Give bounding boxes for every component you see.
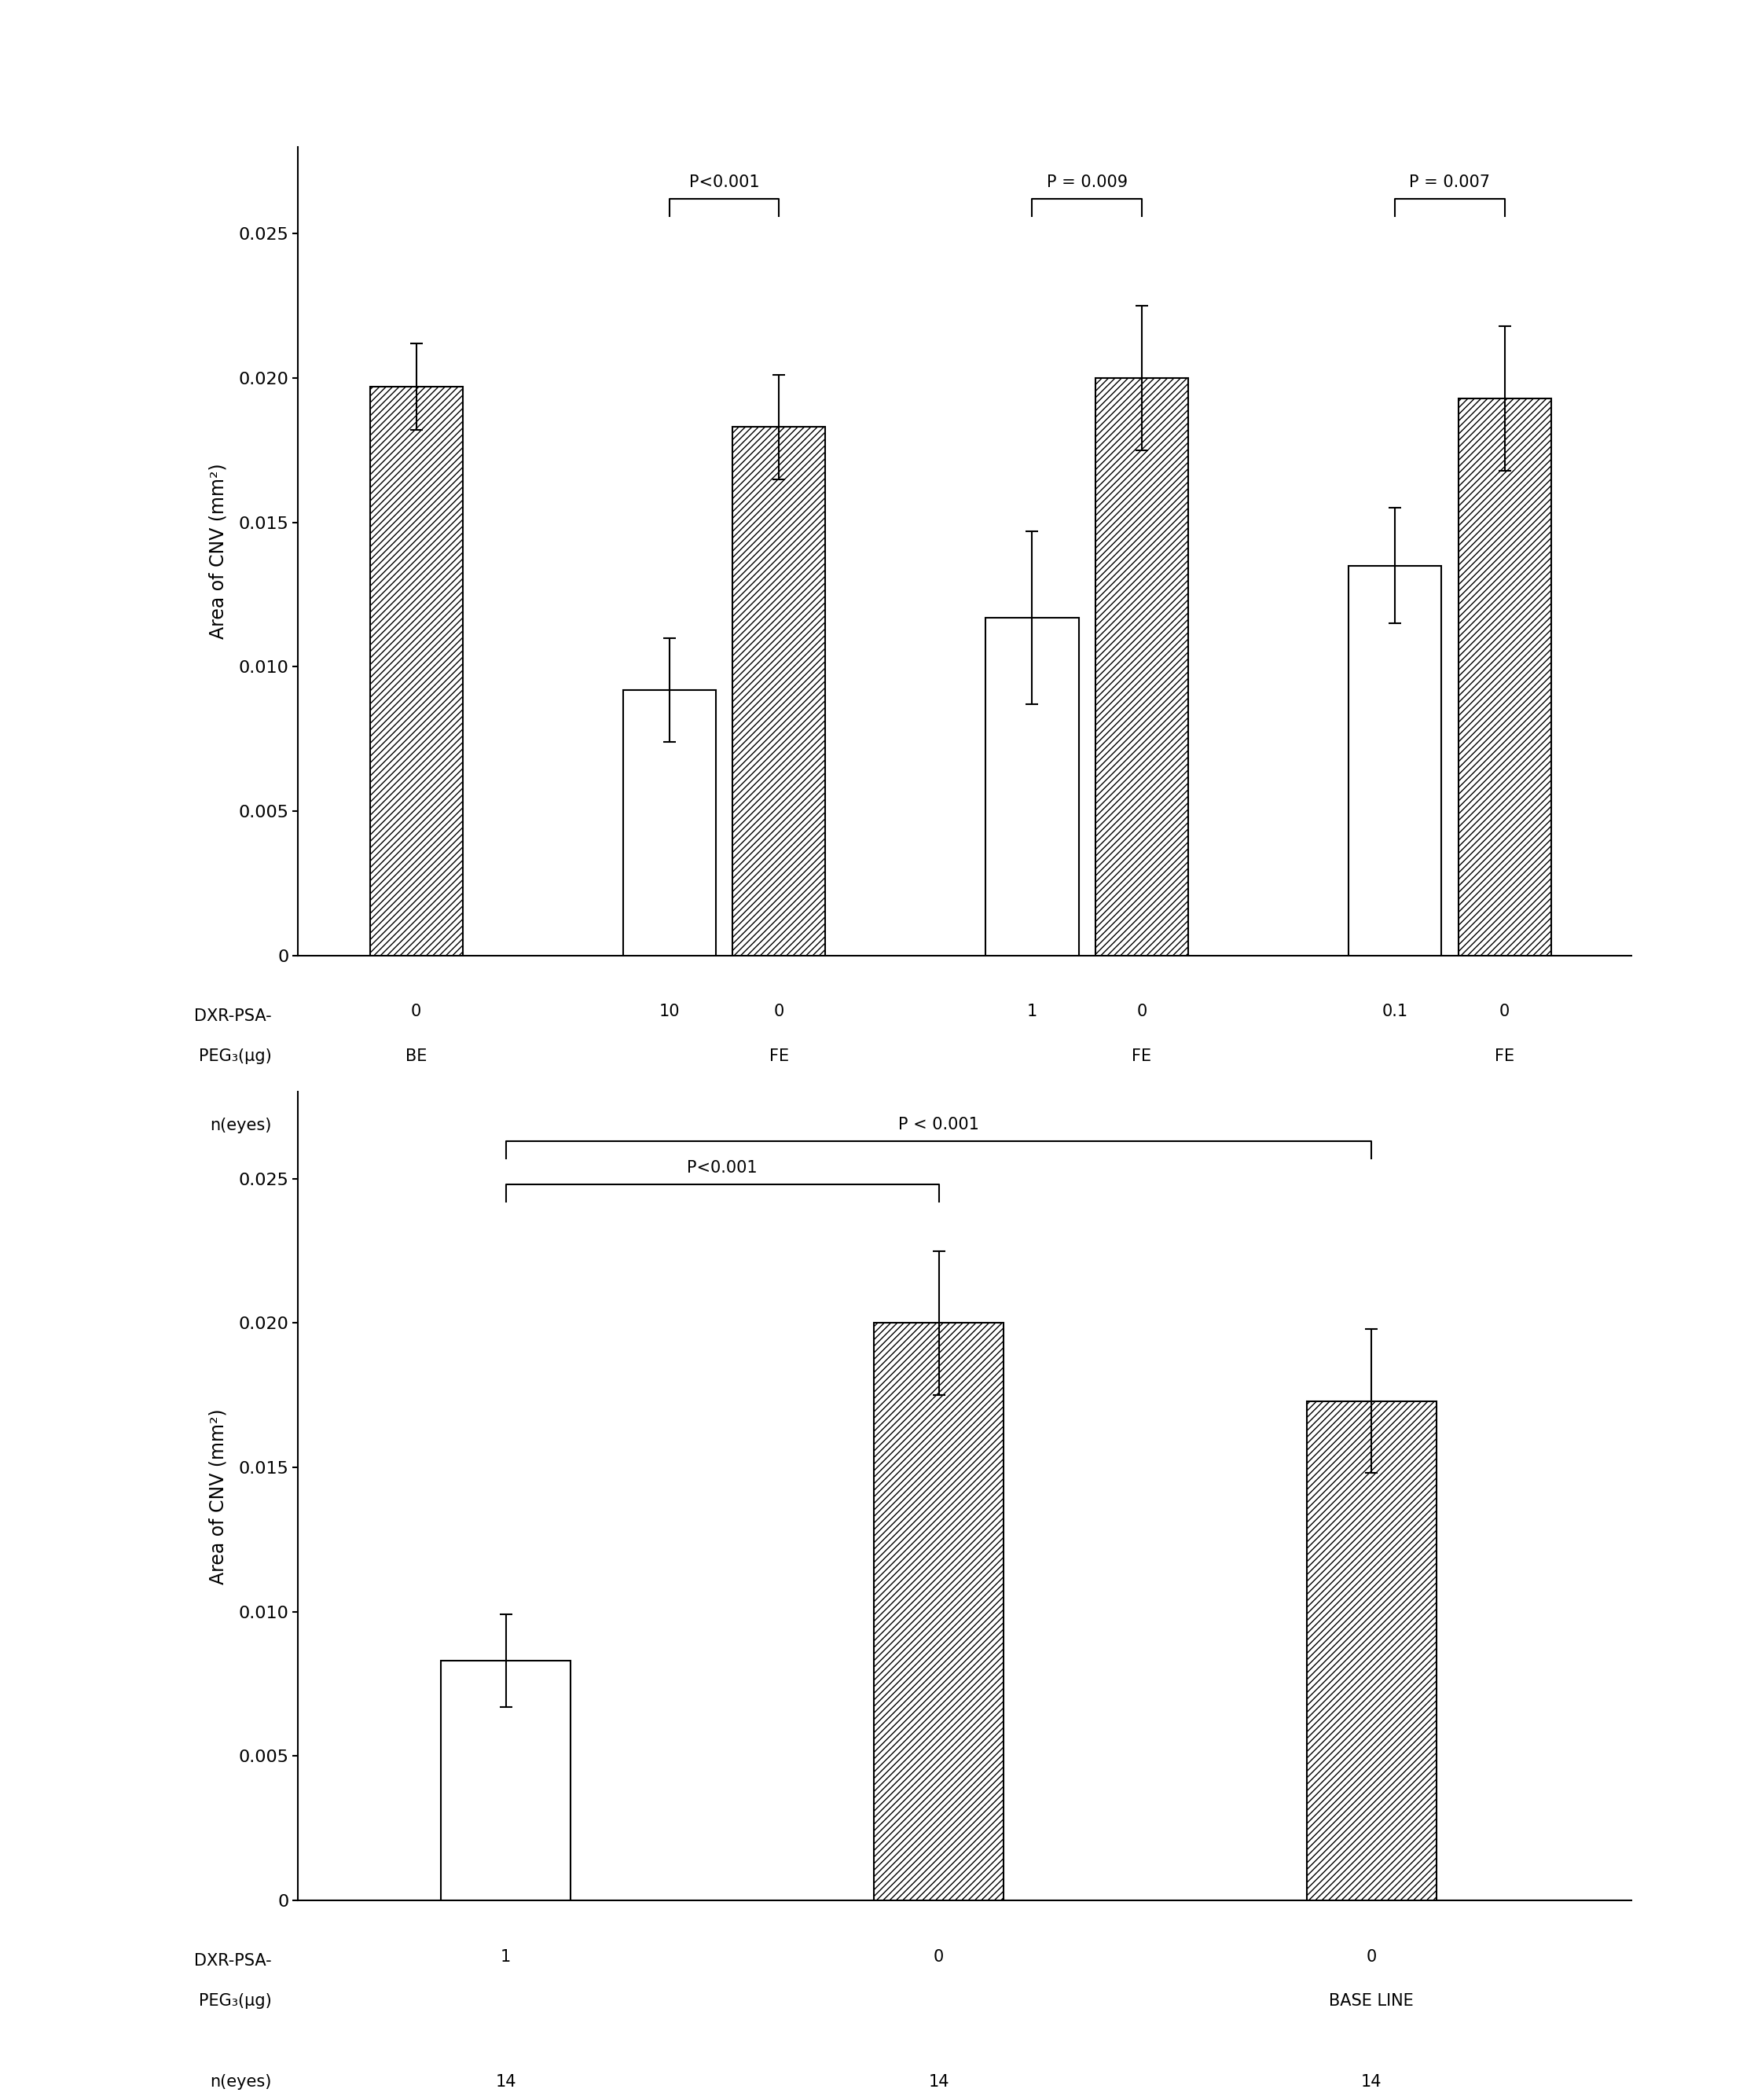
- Text: PEG₃(μg): PEG₃(μg): [198, 1993, 272, 2010]
- Text: 0: 0: [1366, 1949, 1377, 1966]
- Text: P = 0.007: P = 0.007: [1410, 174, 1491, 191]
- Bar: [1458, 399, 1551, 955]
- Text: 10: 10: [768, 1117, 789, 1132]
- Text: DXR-PSA-: DXR-PSA-: [195, 1008, 272, 1025]
- Text: 0: 0: [774, 1004, 784, 1021]
- Text: n(eyes): n(eyes): [210, 1117, 272, 1132]
- Text: FE: FE: [1131, 1048, 1152, 1065]
- Text: DXR-PSA-: DXR-PSA-: [195, 1953, 272, 1970]
- Text: P<0.001: P<0.001: [688, 1159, 758, 1176]
- Text: PEG₃(μg): PEG₃(μg): [198, 1048, 272, 1065]
- Bar: [1096, 378, 1187, 955]
- Text: FE: FE: [770, 1048, 789, 1065]
- Text: 1: 1: [1028, 1004, 1037, 1021]
- Bar: [370, 386, 463, 955]
- Text: 0: 0: [1500, 1004, 1510, 1021]
- Text: 0: 0: [933, 1949, 944, 1966]
- Text: 10: 10: [660, 1004, 681, 1021]
- Text: 14: 14: [496, 2075, 516, 2090]
- Bar: [1349, 565, 1442, 955]
- Text: BE: BE: [405, 1048, 426, 1065]
- Text: 10: 10: [1023, 1117, 1042, 1132]
- Bar: [986, 617, 1079, 955]
- Text: 0.1: 0.1: [1382, 1004, 1408, 1021]
- Bar: [733, 426, 826, 956]
- Text: BASE LINE: BASE LINE: [1330, 1993, 1414, 2010]
- Text: 10: 10: [660, 1117, 681, 1132]
- Text: n(eyes): n(eyes): [210, 2075, 272, 2090]
- Bar: [623, 689, 716, 955]
- Bar: [1307, 1401, 1437, 1900]
- Text: 1: 1: [500, 1949, 510, 1966]
- Text: P = 0.009: P = 0.009: [1047, 174, 1128, 191]
- Text: 0: 0: [1137, 1004, 1147, 1021]
- Text: 10: 10: [405, 1117, 426, 1132]
- Text: 10: 10: [1131, 1117, 1152, 1132]
- Text: P<0.001: P<0.001: [689, 174, 759, 191]
- Text: 10: 10: [1384, 1117, 1405, 1132]
- Bar: [873, 1323, 1003, 1900]
- Text: 14: 14: [1361, 2075, 1382, 2090]
- Text: 10: 10: [1494, 1117, 1515, 1132]
- Text: P < 0.001: P < 0.001: [898, 1117, 979, 1132]
- Text: FE: FE: [1494, 1048, 1514, 1065]
- Y-axis label: Area of CNV (mm²): Area of CNV (mm²): [209, 1409, 228, 1583]
- Text: 0: 0: [410, 1004, 421, 1021]
- Y-axis label: Area of CNV (mm²): Area of CNV (mm²): [209, 464, 228, 638]
- Text: 14: 14: [928, 2075, 949, 2090]
- Text: FIG. 3A: FIG. 3A: [921, 1214, 1009, 1237]
- Bar: [440, 1661, 570, 1900]
